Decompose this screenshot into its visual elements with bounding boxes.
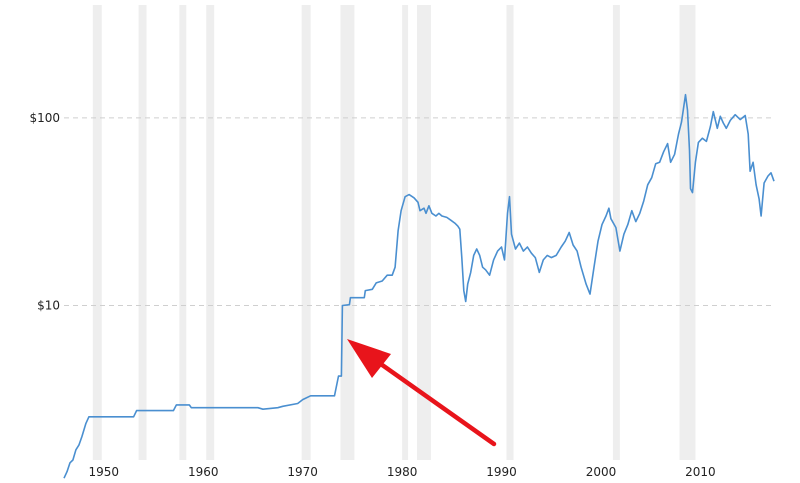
recession-bands <box>92 5 696 460</box>
recession-band <box>679 5 696 460</box>
arrow-head <box>347 339 391 378</box>
recession-band <box>206 5 215 460</box>
recession-band <box>340 5 355 460</box>
recession-band <box>179 5 187 460</box>
x-tick-label: 2010 <box>685 465 716 479</box>
recession-band <box>92 5 102 460</box>
y-tick-labels: $10 $100 <box>29 111 60 313</box>
series-layer <box>63 93 775 479</box>
recession-band <box>402 5 409 460</box>
x-tick-label: 1960 <box>188 465 219 479</box>
recession-band <box>506 5 514 460</box>
x-tick-labels: 1950 1960 1970 1980 1990 2000 2010 <box>89 465 716 479</box>
recession-band <box>138 5 147 460</box>
y-tick-label: $10 <box>37 298 60 312</box>
recession-band <box>417 5 431 460</box>
series-line <box>63 93 775 479</box>
grid-lines <box>64 117 775 306</box>
arrow-shaft <box>375 359 497 447</box>
x-tick-label: 1950 <box>89 465 120 479</box>
x-tick-label: 1970 <box>287 465 318 479</box>
recession-band <box>301 5 311 460</box>
x-tick-label: 1990 <box>486 465 517 479</box>
x-tick-label: 2000 <box>586 465 617 479</box>
y-tick-label: $100 <box>29 111 60 125</box>
x-tick-label: 1980 <box>387 465 418 479</box>
annotation-arrow <box>347 339 497 447</box>
